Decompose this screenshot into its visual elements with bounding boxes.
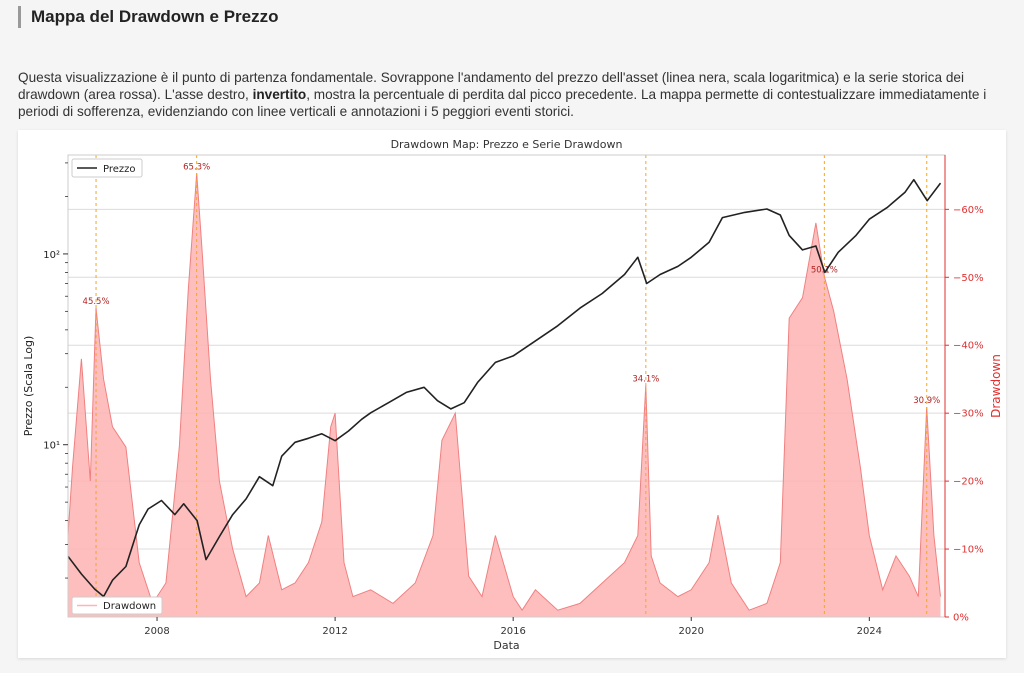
event-annotation: 45.5% <box>83 297 110 307</box>
event-annotation: 65.3% <box>183 162 210 172</box>
y2-tick-label: −50% <box>953 273 984 284</box>
description-part-1: Questa visualizzazione è il punto di par… <box>18 69 964 102</box>
y-tick-label: 10¹ <box>43 441 60 452</box>
section-title: Mappa del Drawdown e Prezzo <box>31 7 279 26</box>
y-axis-label: Prezzo (Scala Log) <box>22 336 35 437</box>
y2-tick-label: −10% <box>953 545 984 556</box>
price-line <box>67 178 942 598</box>
x-tick-label: 2016 <box>500 626 525 637</box>
legend-drawdown: Drawdown <box>71 596 163 615</box>
event-lines-layer: 45.5%65.3%34.1%50.1%30.9% <box>83 155 940 617</box>
drawdown-chart: 45.5%65.3%34.1%50.1%30.9% 0%−10%−20%−30%… <box>22 138 1003 652</box>
legend-price: Prezzo <box>71 158 143 178</box>
x-tick-label: 2020 <box>679 626 704 637</box>
description-part-2: , mostra la percentuale di perdita dal p… <box>18 86 987 119</box>
legend-drawdown-box <box>71 596 163 615</box>
drawdown-line <box>67 173 941 612</box>
description-bold: invertito <box>252 86 307 102</box>
y2-tick-label: −40% <box>953 341 984 352</box>
x-tick-label: 2012 <box>322 626 347 637</box>
y2-axis-label: Drawdown <box>989 354 1003 418</box>
chart-title: Drawdown Map: Prezzo e Serie Drawdown <box>391 138 623 151</box>
x-axis-label: Data <box>493 639 519 652</box>
legend-drawdown-label: Drawdown <box>103 601 156 612</box>
section-description: Questa visualizzazione è il punto di par… <box>18 69 1008 120</box>
chart-card: 45.5% 65.3% 34.1% 50.1% 30.9% 0% −10% −20% −30%… <box>18 130 1006 658</box>
legend-price-box <box>71 158 143 178</box>
drawdown-area <box>68 173 941 618</box>
event-annotation: 34.1% <box>632 374 659 384</box>
y2-tick-label: −60% <box>953 205 984 216</box>
y-tick-label: 10² <box>43 250 60 261</box>
drawdown-layer <box>67 173 941 618</box>
y2-tick-label: −20% <box>953 477 984 488</box>
y2-tick-label: −30% <box>953 409 984 420</box>
axis-layer: 0% −10% −20% −30% −40% −50% −60% 10¹ 10² 2008 2012… <box>43 155 984 637</box>
event-annotation: 30.9% <box>913 396 940 406</box>
section-heading: Mappa del Drawdown e Prezzo <box>18 6 279 28</box>
price-layer <box>67 178 942 598</box>
x-tick-label: 2008 <box>144 626 169 637</box>
legend-price-label: Prezzo <box>103 164 136 175</box>
x-tick-label: 2024 <box>857 626 882 637</box>
y2-tick-label: 0% <box>953 613 969 624</box>
